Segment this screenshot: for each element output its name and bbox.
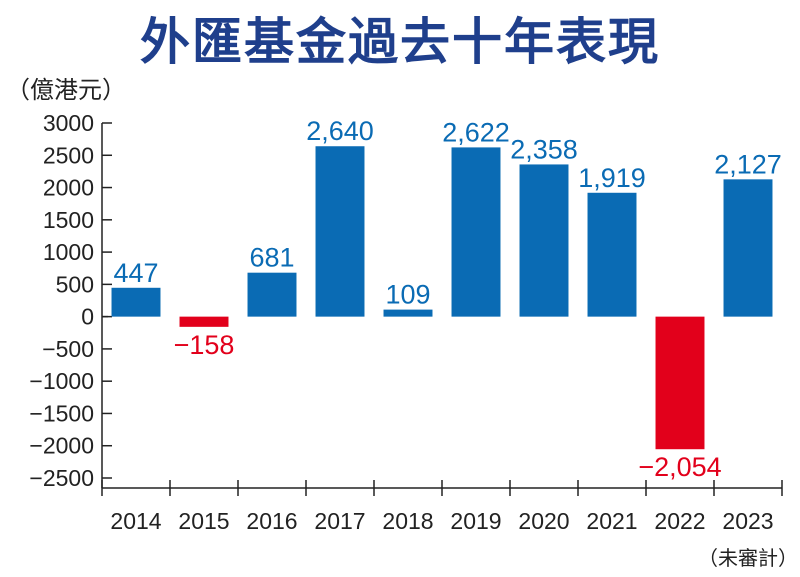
y-tick-label: 0	[81, 304, 94, 330]
x-tick-label-2020: 2020	[518, 508, 569, 534]
y-tick-label: −500	[42, 336, 94, 362]
x-tick-label-2022: 2022	[654, 508, 705, 534]
y-tick-label: 3000	[43, 110, 94, 136]
y-tick-label: 1500	[43, 207, 94, 233]
y-tick-label: −2000	[29, 433, 94, 459]
data-label-2016: 681	[249, 243, 294, 273]
bar-2022	[655, 316, 705, 450]
bar-2018	[383, 309, 433, 317]
data-label-2019: 2,622	[442, 117, 510, 147]
x-axis: 2014 2015 2016 2017 2018 2019 2020 2021 2022 2023	[101, 480, 783, 534]
y-tick-label: −1500	[29, 400, 94, 426]
x-tick-label-2021: 2021	[586, 508, 637, 534]
bar-2014	[111, 287, 161, 317]
x-tick-label-2015: 2015	[178, 508, 229, 534]
y-axis: 3000 2500 2000 1500 1000 500 0 −500 −1000 −1500 −2…	[29, 110, 112, 491]
data-label-2021: 1,919	[578, 163, 646, 193]
x-tick-label-2014: 2014	[110, 508, 161, 534]
data-label-2020: 2,358	[510, 134, 578, 164]
x-tick-label-2023: 2023	[722, 508, 773, 534]
x-tick-label-2016: 2016	[246, 508, 297, 534]
data-label-2017: 2,640	[306, 116, 374, 146]
x-tick-label-2019: 2019	[450, 508, 501, 534]
bar-2019	[451, 147, 501, 317]
data-label-2022: −2,054	[638, 452, 721, 482]
x-tick-label-2017: 2017	[314, 508, 365, 534]
bar-2016	[247, 272, 297, 317]
y-tick-label: 500	[56, 271, 94, 297]
x-tick-label-2018: 2018	[382, 508, 433, 534]
y-axis-unit-label: （億港元）	[6, 76, 126, 104]
x-note-unaudited: （未審計）	[698, 546, 798, 570]
bars	[111, 146, 773, 450]
bar-2020	[519, 164, 569, 317]
bar-2023	[723, 179, 773, 317]
y-tick-label: −2500	[29, 465, 94, 491]
bar-2015	[179, 316, 229, 327]
data-label-2014: 447	[113, 258, 158, 288]
data-label-2015: −158	[174, 330, 235, 360]
y-tick-label: 1000	[43, 239, 94, 265]
y-tick-label: 2000	[43, 175, 94, 201]
bar-2021	[587, 192, 637, 317]
chart-title: 外匯基金過去十年表現	[140, 13, 660, 71]
bar-2017	[315, 146, 365, 317]
y-tick-label: −1000	[29, 368, 94, 394]
data-label-2023: 2,127	[714, 149, 782, 179]
y-tick-label: 2500	[43, 142, 94, 168]
data-label-2018: 109	[385, 280, 430, 310]
